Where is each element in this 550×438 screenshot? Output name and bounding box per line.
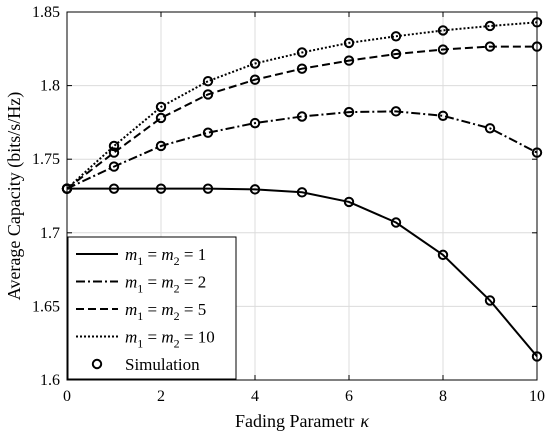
- simulation-marker-m1: [484, 295, 496, 306]
- x-axis-label-text: Fading Parametr: [235, 411, 354, 431]
- series-lines: [66, 21, 538, 358]
- simulation-marker-m2: [484, 123, 496, 134]
- y-tick-label: 1.7: [40, 225, 60, 242]
- simulation-marker-m1: [155, 183, 167, 194]
- simulation-marker-m5: [390, 48, 402, 60]
- x-tick-label: 8: [439, 388, 447, 405]
- simulation-marker-m5: [155, 112, 167, 124]
- simulation-marker-m5: [437, 44, 449, 55]
- y-tick-label: 1.6: [40, 372, 60, 389]
- simulation-marker-m1: [202, 183, 214, 194]
- legend-label-m5: m1 = m2 = 5: [125, 300, 206, 323]
- legend-swatch-simulation: [91, 358, 103, 370]
- simulation-marker-m2: [202, 127, 214, 138]
- series-line-m5: [66, 45, 537, 190]
- simulation-marker-m1: [108, 183, 120, 194]
- simulation-marker-m1: [249, 184, 261, 195]
- y-axis-label: Average Capacity (bits/s/Hz): [4, 92, 25, 301]
- simulation-marker-m5: [296, 63, 308, 74]
- simulation-marker-m10: [202, 75, 214, 87]
- simulation-marker-m10: [155, 101, 167, 113]
- plot-frame: [66, 11, 538, 381]
- legend-entries: m1 = m2 = 1 m1 = m2 = 2 m1 = m2 = 5 m1 = m2…: [76, 245, 215, 374]
- simulation-marker-m2: [437, 110, 449, 121]
- simulation-marker-m1: [437, 249, 449, 261]
- series-line-m10: [66, 21, 538, 190]
- simulation-marker-m2: [249, 117, 261, 129]
- simulation-marker-m5: [484, 41, 496, 52]
- simulation-marker-m2: [108, 161, 120, 172]
- simulation-marker-m10: [484, 20, 496, 32]
- legend-label-simulation: Simulation: [125, 355, 200, 374]
- simulation-marker-m1: [390, 217, 402, 228]
- simulation-marker-m2: [343, 106, 355, 118]
- simulation-marker-m10: [108, 140, 120, 152]
- x-tick-label: 10: [529, 388, 545, 405]
- simulation-marker-m2: [155, 140, 167, 152]
- simulation-marker-m1: [296, 187, 308, 198]
- legend-label-m10: m1 = m2 = 10: [125, 328, 215, 351]
- y-tick-label: 1.75: [32, 151, 60, 168]
- x-axis-label-symbol: κ: [360, 411, 369, 431]
- legend-label-m2: m1 = m2 = 2: [125, 273, 206, 296]
- x-tick-label: 2: [157, 388, 165, 405]
- x-tick-label: 0: [63, 388, 71, 405]
- x-tick-label: 4: [251, 388, 259, 405]
- simulation-marker-m5: [202, 89, 214, 100]
- legend-label-m1: m1 = m2 = 1: [125, 245, 206, 268]
- axis-ticks: 0 2 4 6 8 10 1.6 1.65 1.7 1.75 1.8 1.85: [32, 4, 545, 405]
- series-line-m2: [66, 110, 538, 190]
- simulation-marker-m10: [249, 58, 261, 69]
- simulation-marker-m2: [296, 111, 308, 122]
- simulation-marker-m10: [390, 31, 402, 42]
- simulation-marker-m2: [390, 106, 402, 117]
- simulation-marker-m5: [249, 74, 261, 85]
- x-tick-label: 6: [345, 388, 353, 405]
- x-axis-label: Fading Parametr κ: [235, 411, 369, 431]
- y-tick-label: 1.65: [32, 298, 60, 315]
- simulation-marker-m10: [296, 47, 308, 58]
- simulation-marker-m10: [343, 37, 355, 49]
- y-tick-label: 1.85: [32, 4, 60, 21]
- simulation-marker-m10: [437, 25, 449, 36]
- y-tick-label: 1.8: [40, 78, 60, 95]
- legend: m1 = m2 = 1 m1 = m2 = 2 m1 = m2 = 5 m1 = m2…: [67, 236, 237, 380]
- simulation-marker-m5: [108, 147, 120, 158]
- simulation-marker-m1: [343, 196, 355, 208]
- series-line-m1: [67, 187, 538, 358]
- simulation-marker-m5: [343, 55, 355, 66]
